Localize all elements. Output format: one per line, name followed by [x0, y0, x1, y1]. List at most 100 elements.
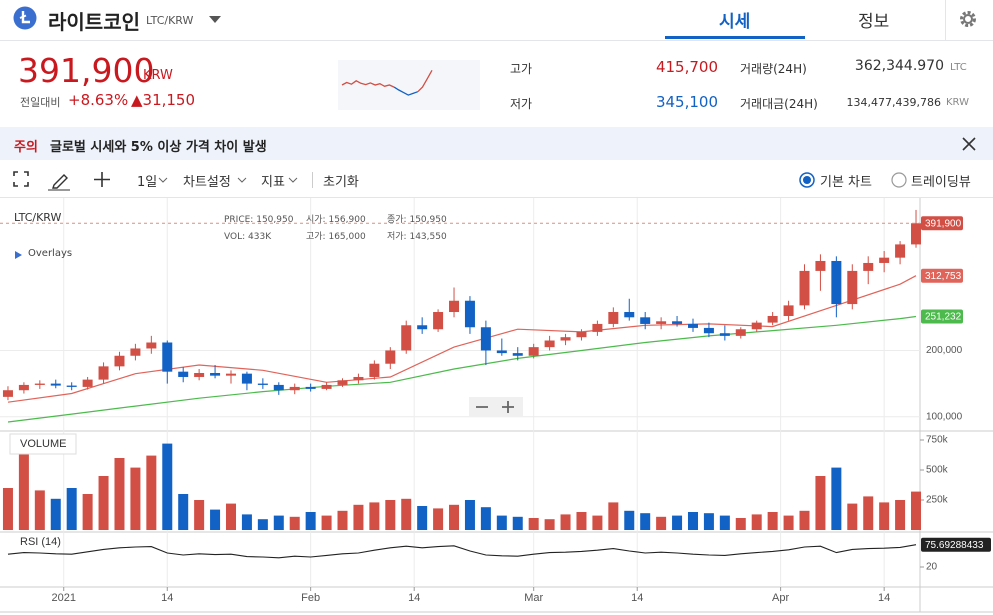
sparkline-line: [393, 86, 419, 96]
candle-body: [66, 385, 77, 387]
candle-body: [608, 312, 619, 324]
settings-icon[interactable]: [958, 9, 978, 29]
legend-symbol: LTC/KRW: [14, 211, 62, 224]
y-tick-label: 250k: [926, 495, 949, 506]
radio-buttons[interactable]: [798, 171, 908, 189]
stat-value: 415,700: [655, 58, 718, 76]
candle-body: [783, 305, 794, 316]
change-label: 전일대비: [20, 96, 61, 109]
candle-body: [735, 329, 746, 336]
volume-bar: [417, 506, 428, 530]
candle-body: [512, 353, 523, 356]
change-percent: +8.63%: [68, 91, 129, 109]
field-label: 종가:: [387, 215, 407, 225]
candle-body: [480, 327, 491, 351]
zoom-buttons[interactable]: [469, 397, 523, 417]
price-tag-label: 75.69288433: [925, 540, 984, 551]
field-value: 150,950: [409, 215, 447, 225]
volume-bar: [560, 514, 571, 530]
field-label: PRICE:: [224, 215, 254, 225]
price-tag: [921, 309, 963, 324]
tab[interactable]: 정보: [858, 12, 890, 32]
toolbar-item[interactable]: 차트설정: [183, 175, 231, 190]
tab[interactable]: 시세: [719, 12, 751, 32]
pane-title-box: [9, 433, 77, 455]
pane-title: RSI (14): [20, 536, 61, 548]
overlays-toggle[interactable]: Overlays: [28, 248, 73, 259]
rsi-line: [7, 544, 917, 559]
stat-value: 345,100: [655, 93, 718, 111]
price-tag-label: 391,900: [925, 218, 962, 229]
legend-field: 시가: 156,900: [306, 211, 366, 229]
tab-underline: [665, 36, 805, 39]
toolbar-icons[interactable]: [12, 170, 132, 194]
price-tag: [921, 268, 963, 283]
volume-bar: [449, 504, 460, 530]
y-tick-label: 200,000: [926, 345, 963, 356]
candle-body: [528, 347, 539, 356]
volume-bar: [178, 494, 189, 530]
volume-bar: [385, 500, 396, 530]
volume-bar: [799, 510, 810, 530]
field-value: 156,900: [328, 215, 366, 225]
field-label: 저가:: [387, 232, 407, 242]
volume-bar: [512, 516, 523, 530]
x-tick-label: 14: [408, 592, 420, 604]
candle-body: [146, 342, 157, 349]
candle-body: [847, 270, 858, 305]
volume-bar: [831, 467, 842, 530]
sparkline-line: [417, 69, 433, 93]
legend-field: VOL: 433K: [224, 228, 271, 246]
volume-bar: [353, 504, 364, 530]
candle-body: [337, 380, 348, 385]
volume-bar: [735, 518, 746, 530]
toolbar-item[interactable]: 지표: [261, 175, 285, 190]
notice-tag: 주의: [14, 140, 38, 155]
volume-bar: [624, 510, 635, 530]
volume-bar: [114, 458, 125, 530]
volume-bar: [241, 514, 252, 530]
volume-bar: [767, 512, 778, 530]
candle-body: [225, 373, 236, 376]
toolbar-item[interactable]: 초기화: [323, 175, 359, 190]
candle-body: [257, 383, 268, 385]
x-tick-label: Mar: [524, 592, 543, 604]
x-tick-label: 14: [878, 592, 890, 604]
volume-bar: [194, 500, 205, 530]
current-price: 391,900: [18, 51, 155, 90]
field-label: 고가:: [306, 232, 326, 242]
stat-unit: LTC: [950, 62, 967, 73]
legend-field: 고가: 165,000: [306, 228, 366, 246]
candle-body: [687, 323, 698, 328]
candle-body: [114, 355, 125, 367]
divider: [0, 40, 993, 41]
volume-bar: [34, 490, 45, 530]
volume-bar: [305, 512, 316, 530]
candle-body: [98, 366, 109, 380]
view-option[interactable]: 트레이딩뷰: [911, 175, 971, 190]
volume-bar: [687, 512, 698, 530]
field-value: 150,950: [256, 215, 294, 225]
volume-bar: [321, 515, 332, 530]
candle-body: [178, 371, 189, 377]
toolbar-item[interactable]: 1일: [137, 175, 158, 190]
volume-bar: [257, 519, 268, 530]
candle-body: [895, 244, 906, 258]
stat-label: 거래량(24H): [740, 62, 807, 76]
volume-bar: [369, 502, 380, 530]
dropdown-arrow[interactable]: [208, 15, 222, 25]
x-tick-label: 14: [161, 592, 173, 604]
candle-body: [544, 340, 555, 348]
field-label: VOL:: [224, 232, 246, 242]
volume-bar: [592, 515, 603, 530]
close-icon[interactable]: [962, 137, 976, 151]
overlays-arrow[interactable]: [14, 250, 24, 260]
candle-body: [751, 322, 762, 330]
coin-name: 라이트코인: [48, 10, 140, 34]
candle-body: [417, 325, 428, 330]
view-option[interactable]: 기본 차트: [820, 175, 872, 190]
candle-body: [831, 260, 842, 305]
legend-field: PRICE: 150,950: [224, 211, 293, 229]
volume-bar: [528, 518, 539, 530]
